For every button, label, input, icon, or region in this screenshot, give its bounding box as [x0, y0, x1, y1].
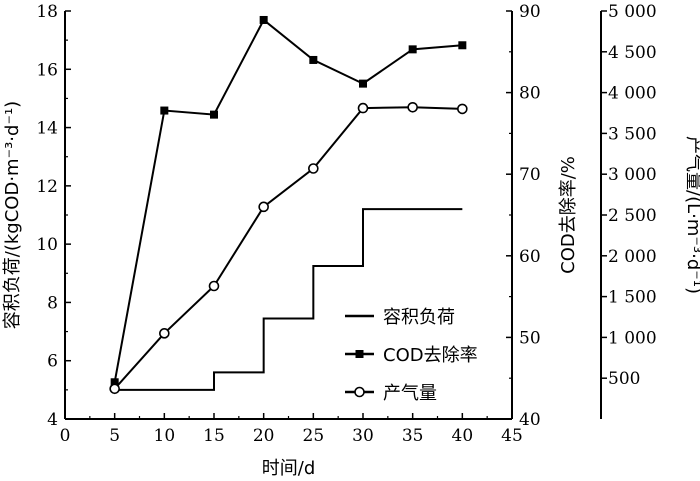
gas-production-point	[159, 328, 170, 339]
x-tick-label: 45	[501, 426, 523, 446]
x-tick-label: 25	[303, 426, 325, 446]
left-tick-label: 14	[36, 119, 58, 139]
x-tick-label: 40	[452, 426, 474, 446]
cod-removal-point	[259, 15, 268, 24]
x-tick-label: 15	[203, 426, 225, 446]
legend-marker-square	[355, 350, 364, 358]
cod-removal-point	[408, 45, 417, 54]
cod-removal-point	[110, 378, 119, 387]
series-line-1	[114, 208, 463, 391]
gas-production-point	[457, 103, 468, 115]
gas-production-point	[109, 383, 120, 395]
right-1-tick-label: 40	[519, 410, 541, 430]
right-2-tick-label: 5 000	[608, 2, 657, 22]
right-axis-1-title: COD去除率/%	[558, 156, 579, 274]
right-axis-2-title: 产气量/(L·m⁻³·d⁻¹)	[683, 136, 700, 294]
right-1-tick-label: 60	[519, 247, 541, 267]
right-2-tick-label: 3 000	[608, 165, 657, 185]
right-1-tick-label: 70	[519, 165, 541, 185]
cod-removal-point	[458, 41, 467, 50]
x-tick-label: 5	[109, 426, 120, 446]
x-tick-label: 10	[154, 426, 176, 446]
x-tick-label: 20	[253, 426, 275, 446]
x-tick-label: 30	[352, 426, 374, 446]
right-2-tick-label: 1 500	[608, 288, 657, 308]
left-tick-label: 10	[36, 235, 58, 255]
legend-marker-circle	[354, 386, 365, 398]
left-tick-label: 16	[36, 60, 58, 80]
right-2-tick-label: 4 000	[608, 84, 657, 104]
right-2-tick-label: 500	[608, 369, 640, 389]
series-line-3	[113, 106, 463, 390]
right-1-tick-label: 80	[519, 84, 541, 104]
series-layer	[109, 15, 468, 395]
gas-production-point	[407, 101, 418, 113]
left-tick-label: 18	[36, 2, 58, 22]
x-axis-title: 时间/d	[262, 458, 316, 479]
gas-production-point	[208, 280, 220, 292]
x-tick-label: 35	[402, 426, 424, 446]
left-axis-title: 容积负荷/(kgCOD·m⁻³·d⁻¹)	[2, 101, 23, 329]
legend-label-2: COD去除率	[383, 345, 478, 366]
x-tick-label: 0	[60, 426, 71, 446]
cod-removal-point	[160, 106, 169, 115]
gas-production-point	[357, 102, 369, 114]
legend-label-1: 容积负荷	[383, 307, 455, 328]
gas-production-point	[258, 201, 269, 213]
right-2-tick-label: 1 000	[608, 328, 657, 348]
left-tick-label: 6	[47, 352, 58, 372]
left-tick-label: 12	[36, 177, 58, 197]
right-2-tick-label: 2 000	[608, 247, 657, 267]
gas-production-point	[308, 163, 319, 174]
legend-label-3: 产气量	[383, 383, 437, 404]
series-line-2	[113, 18, 463, 383]
right-1-tick-label: 50	[519, 328, 541, 348]
cod-removal-point	[210, 110, 218, 119]
right-2-tick-label: 3 500	[608, 124, 657, 144]
left-tick-label: 4	[47, 410, 58, 430]
right-2-tick-label: 4 500	[608, 43, 657, 63]
right-2-tick-label: 2 500	[608, 206, 657, 226]
left-tick-label: 8	[47, 293, 58, 313]
cod-removal-point	[359, 79, 367, 88]
cod-removal-point	[309, 55, 318, 64]
right-1-tick-label: 90	[519, 2, 541, 22]
